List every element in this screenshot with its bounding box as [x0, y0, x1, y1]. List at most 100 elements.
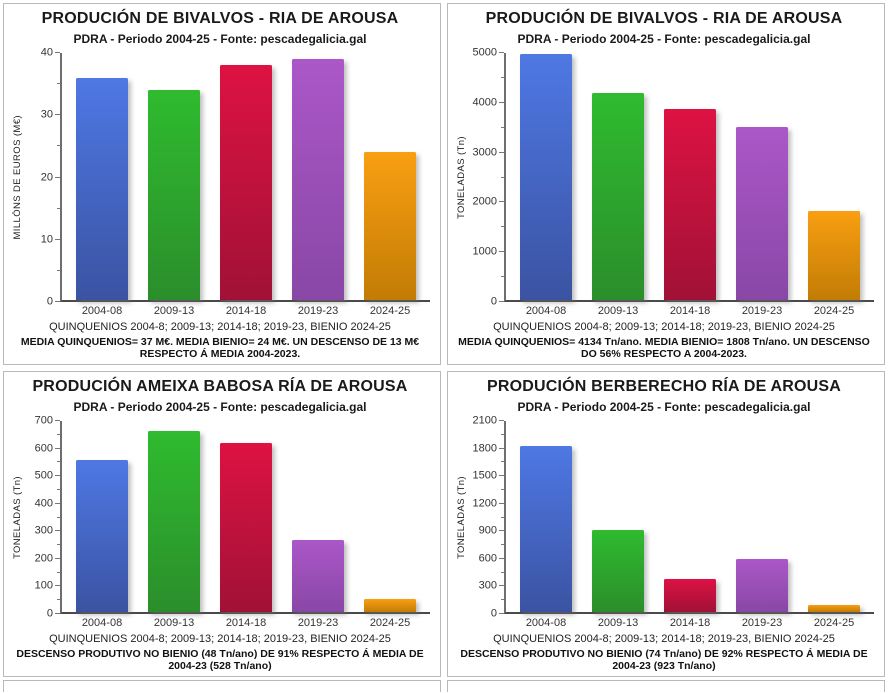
bar-2014-18	[220, 65, 272, 300]
y-minor-tick-mark	[501, 488, 504, 490]
x-category-label: 2024-25	[813, 305, 855, 317]
bar-2019-23	[736, 558, 788, 612]
plot-row: TONELADAS (Tn) 0 1000 2000 3000 4000 5000	[454, 47, 874, 307]
y-minor-tick-mark	[501, 76, 504, 78]
chart-footnote: DESCENSO PRODUTIVO NO BIENIO (48 Tn/ano)…	[16, 648, 424, 672]
y-tick-label: 300	[34, 524, 53, 537]
y-tick-mark	[55, 530, 60, 532]
bar-column	[354, 421, 426, 612]
y-minor-tick-mark	[57, 207, 60, 209]
bar-column	[654, 53, 726, 300]
y-minor-tick-mark	[501, 126, 504, 128]
y-tick-label: 4000	[472, 96, 497, 109]
x-category-label: 2009-13	[153, 617, 195, 629]
y-tick-mark	[499, 251, 504, 253]
y-tick-mark	[499, 475, 504, 477]
plot-area	[504, 53, 874, 302]
bar-column	[210, 53, 282, 300]
y-tick-label: 5000	[472, 46, 497, 59]
bar-column	[582, 53, 654, 300]
y-tick-label: 600	[478, 552, 497, 565]
x-axis-caption: QUINQUENIOS 2004-8; 2009-13; 2014-18; 20…	[49, 321, 391, 333]
plot-row: TONELADAS (Tn) 0 300 600 900 1200 1500 1800 210…	[454, 415, 874, 619]
y-axis-title: TONELADAS (Tn)	[454, 53, 468, 302]
plot-row: MILLÓNS DE EUROS (M€) 0 10 20 30 40	[10, 47, 430, 307]
chart-subtitle: PDRA - Periodo 2004-25 - Fonte: pescadeg…	[517, 32, 811, 46]
y-minor-tick-mark	[57, 145, 60, 147]
plot-area	[504, 421, 874, 614]
bar-column	[354, 53, 426, 300]
y-tick-mark	[55, 557, 60, 559]
x-category-label: 2014-18	[225, 305, 267, 317]
y-tick-mark	[55, 613, 60, 614]
bar-column	[210, 421, 282, 612]
y-tick-label: 400	[34, 497, 53, 510]
x-category-label: 2009-13	[153, 305, 195, 317]
y-tick-mark	[55, 502, 60, 504]
y-tick-label: 3000	[472, 146, 497, 159]
chart-card-bivalvos-tonnes: PRODUCIÓN DE BIVALVOS - RIA DE AROUSA PD…	[447, 3, 885, 365]
bar-column	[582, 421, 654, 612]
bar-column	[66, 421, 138, 612]
y-axis: 0 10 20 30 40	[24, 47, 60, 307]
x-category-label: 2019-23	[741, 305, 783, 317]
x-category-label: 2014-18	[669, 617, 711, 629]
y-minor-tick-mark	[501, 226, 504, 228]
y-tick-mark	[499, 52, 504, 53]
chart-card-bivalvos-millions-euros: PRODUCIÓN DE BIVALVOS - RIA DE AROUSA PD…	[3, 3, 441, 365]
x-category-label: 2024-25	[813, 617, 855, 629]
y-tick-label: 0	[46, 295, 53, 308]
x-axis-caption: QUINQUENIOS 2004-8; 2009-13; 2014-18; 20…	[49, 633, 391, 645]
y-tick-mark	[499, 530, 504, 532]
y-tick-mark	[499, 585, 504, 587]
y-axis: 0 300 600 900 1200 1500 1800 2100	[468, 415, 504, 619]
bar-2009-13	[148, 90, 200, 300]
y-tick-label: 700	[34, 414, 53, 427]
y-tick-mark	[55, 447, 60, 449]
y-tick-label: 1200	[472, 497, 497, 510]
y-tick-label: 0	[490, 607, 497, 620]
y-tick-mark	[499, 502, 504, 504]
bar-column	[138, 53, 210, 300]
y-tick-mark	[499, 557, 504, 559]
bar-column	[654, 421, 726, 612]
chart-title: PRODUCIÓN BERBERECHO RÍA DE AROUSA	[486, 378, 842, 395]
bar-column	[798, 421, 870, 612]
x-axis-caption: QUINQUENIOS 2004-8; 2009-13; 2014-18; 20…	[493, 633, 835, 645]
y-tick-label: 500	[34, 469, 53, 482]
y-axis-title: MILLÓNS DE EUROS (M€)	[10, 53, 24, 302]
bar-2019-23	[292, 539, 344, 612]
plot-area	[60, 421, 430, 614]
bar-column	[798, 53, 870, 300]
y-axis-title-text: TONELADAS (Tn)	[11, 475, 23, 560]
y-tick-mark	[55, 238, 60, 240]
y-tick-label: 40	[40, 46, 53, 59]
y-tick-label: 100	[34, 579, 53, 592]
x-axis-caption: QUINQUENIOS 2004-8; 2009-13; 2014-18; 20…	[493, 321, 835, 333]
x-category-label: 2004-08	[81, 617, 123, 629]
y-minor-tick-mark	[57, 544, 60, 546]
y-minor-tick-mark	[501, 571, 504, 573]
y-minor-tick-mark	[501, 433, 504, 435]
bar-2009-13	[592, 93, 644, 300]
y-axis-title-text: MILLÓNS DE EUROS (M€)	[11, 115, 23, 240]
y-tick-mark	[499, 420, 504, 421]
y-minor-tick-mark	[501, 516, 504, 518]
y-minor-tick-mark	[501, 544, 504, 546]
y-tick-mark	[55, 176, 60, 178]
y-axis-title: TONELADAS (Tn)	[454, 421, 468, 614]
bar-column	[510, 421, 582, 612]
y-axis-title-text: TONELADAS (Tn)	[455, 475, 467, 560]
chart-title: PRODUCIÓN AMEIXA BABOSA RÍA DE AROUSA	[32, 378, 408, 395]
bar-2014-18	[220, 443, 272, 612]
y-minor-tick-mark	[501, 276, 504, 278]
y-axis-title-text: TONELADAS (Tn)	[455, 135, 467, 220]
chart-title: PRODUCIÓN DE BIVALVOS - RIA DE AROUSA	[41, 10, 399, 27]
bar-2014-18	[664, 579, 716, 612]
bar-column	[66, 53, 138, 300]
bar-2009-13	[592, 530, 644, 612]
y-tick-label: 1000	[472, 245, 497, 258]
y-axis: 0 1000 2000 3000 4000 5000	[468, 47, 504, 307]
bar-2004-08	[520, 446, 572, 612]
chart-card-ameixa-babosa: PRODUCIÓN AMEIXA BABOSA RÍA DE AROUSA PD…	[3, 371, 441, 677]
